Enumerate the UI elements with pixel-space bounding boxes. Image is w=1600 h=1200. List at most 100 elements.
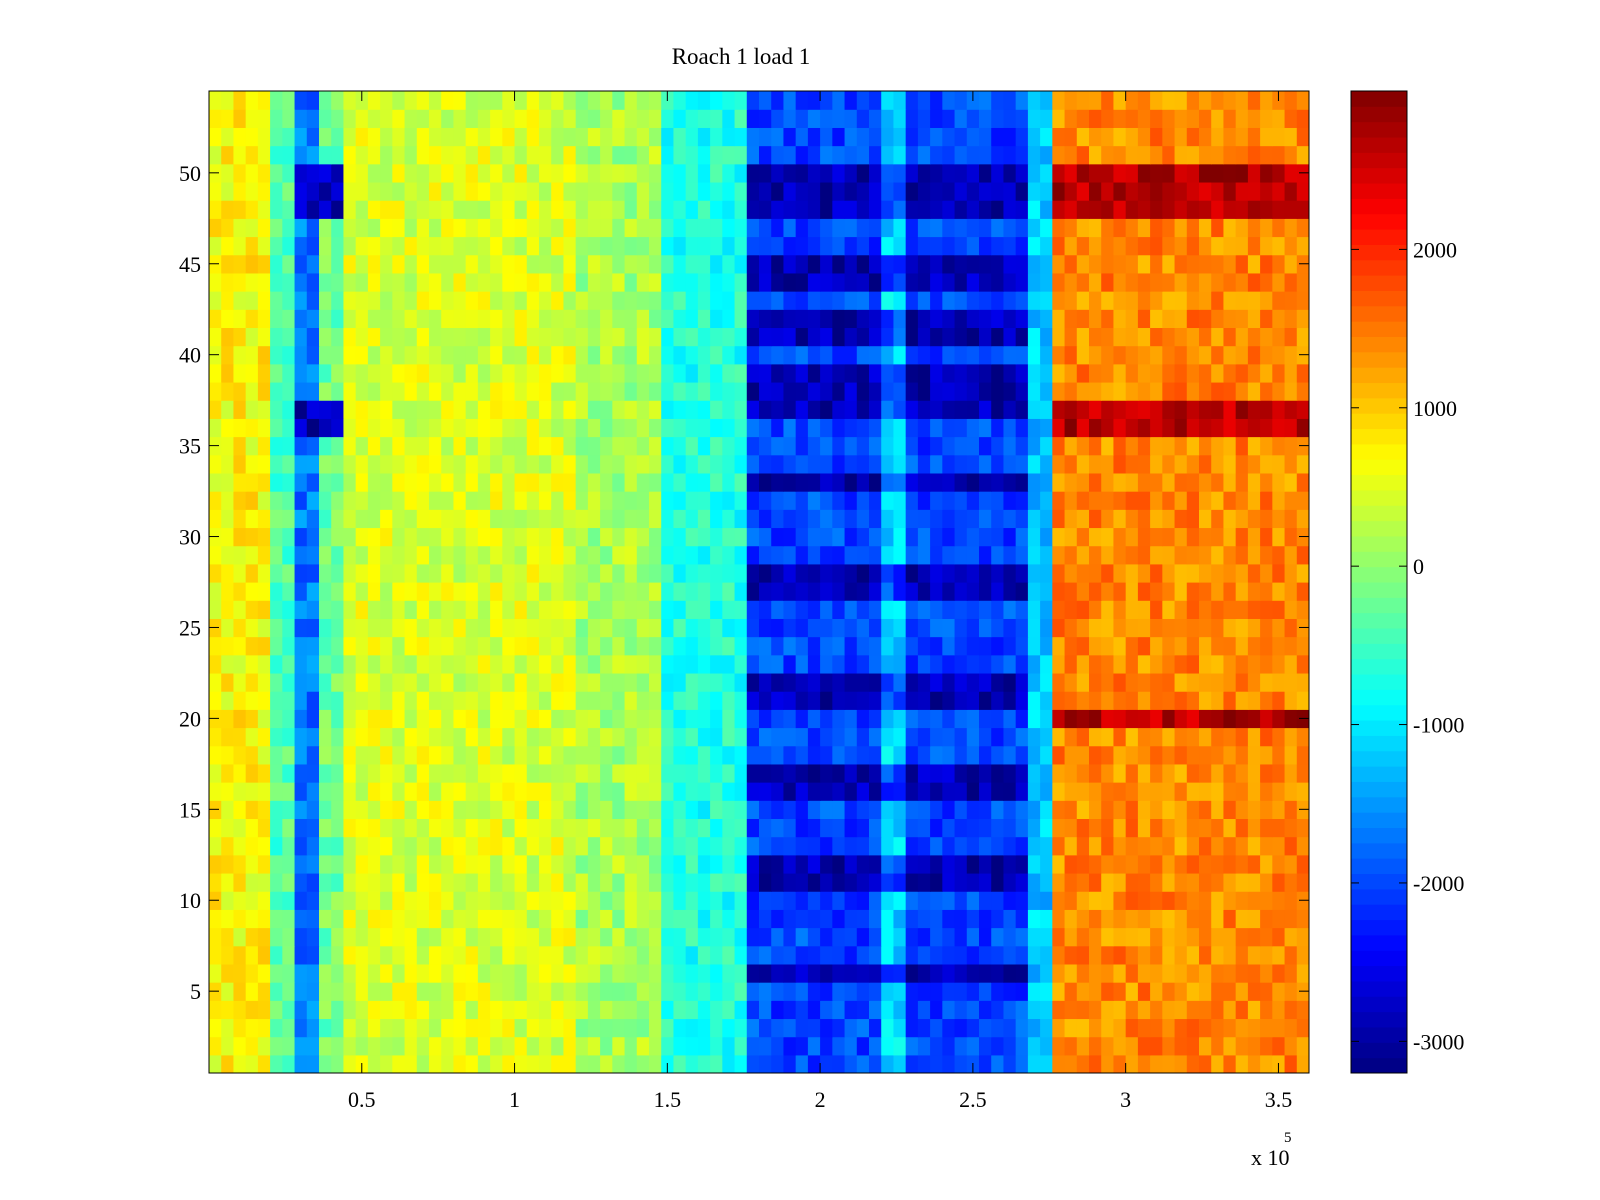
heatmap-cell	[600, 854, 613, 874]
heatmap-cell	[282, 872, 296, 892]
heatmap-cell	[661, 436, 675, 456]
heatmap-cell	[367, 491, 381, 510]
heatmap-cell	[930, 145, 943, 165]
heatmap-cell	[820, 982, 833, 1001]
heatmap-cell	[844, 181, 858, 201]
heatmap-cell	[832, 945, 846, 965]
heatmap-cell	[294, 800, 308, 820]
heatmap-cell	[966, 963, 980, 983]
heatmap-cell	[954, 582, 968, 601]
heatmap-cell	[795, 745, 809, 765]
heatmap-cell	[465, 418, 479, 438]
heatmap-cell	[380, 1018, 393, 1038]
colorbar-step	[1351, 996, 1407, 1013]
heatmap-cell	[1113, 691, 1127, 710]
heatmap-cell	[905, 491, 919, 510]
heatmap-cell	[343, 672, 357, 692]
heatmap-cell	[257, 218, 271, 238]
heatmap-cell	[1186, 363, 1200, 383]
heatmap-cell	[1027, 727, 1041, 747]
heatmap-cell	[1137, 563, 1151, 583]
heatmap-cell	[759, 345, 772, 365]
heatmap-cell	[942, 1000, 956, 1020]
heatmap-cell	[734, 963, 748, 983]
heatmap-cell	[526, 727, 540, 747]
heatmap-cell	[331, 600, 345, 619]
heatmap-cell	[1113, 181, 1127, 201]
heatmap-cell	[209, 745, 222, 765]
heatmap-cell	[1113, 654, 1127, 674]
heatmap-cell	[869, 254, 882, 274]
heatmap-cell	[636, 654, 650, 674]
heatmap-cell	[661, 727, 675, 747]
heatmap-cell	[429, 636, 442, 656]
heatmap-cell	[1174, 691, 1188, 710]
heatmap-cell	[551, 491, 565, 510]
heatmap-cell	[710, 436, 723, 456]
heatmap-cell	[1211, 345, 1225, 365]
heatmap-cell	[575, 709, 589, 729]
x-multiplier: x 10 5	[1251, 1130, 1292, 1170]
heatmap-cell	[966, 709, 980, 729]
heatmap-cell	[905, 545, 919, 565]
heatmap-cell	[367, 218, 381, 238]
heatmap-cell	[1003, 800, 1017, 820]
heatmap-cell	[587, 454, 601, 474]
heatmap-cell	[294, 854, 308, 874]
heatmap-cell	[844, 200, 858, 219]
heatmap-cell	[331, 181, 345, 201]
heatmap-cell	[869, 163, 882, 183]
heatmap-cell	[441, 327, 455, 347]
heatmap-cell	[832, 963, 846, 983]
heatmap-cell	[1296, 945, 1309, 965]
heatmap-cell	[343, 891, 357, 910]
heatmap-cell	[1052, 381, 1066, 401]
heatmap-cell	[746, 381, 760, 401]
heatmap-cell	[856, 927, 870, 947]
heatmap-cell	[477, 727, 491, 747]
heatmap-cell	[465, 272, 479, 292]
heatmap-cell	[331, 636, 345, 656]
heatmap-cell	[1162, 91, 1176, 110]
heatmap-cell	[856, 181, 870, 201]
heatmap-cell	[930, 527, 943, 547]
heatmap-cell	[551, 800, 565, 820]
heatmap-cell	[954, 109, 968, 128]
heatmap-cell	[600, 927, 613, 947]
heatmap-cell	[221, 491, 235, 510]
colorbar-step	[1351, 229, 1407, 245]
heatmap-cell	[844, 91, 858, 110]
heatmap-cell	[1076, 327, 1090, 347]
colorbar-step	[1351, 382, 1407, 399]
heatmap-cell	[1150, 254, 1163, 274]
heatmap-cell	[600, 800, 613, 820]
heatmap-cell	[917, 982, 931, 1001]
heatmap-cell	[1296, 145, 1309, 165]
heatmap-cell	[306, 836, 320, 856]
heatmap-cell	[1296, 181, 1309, 201]
heatmap-cell	[1015, 654, 1029, 674]
heatmap-cell	[954, 381, 968, 401]
heatmap-cell	[221, 109, 235, 128]
heatmap-cell	[1052, 145, 1066, 165]
heatmap-cell	[514, 509, 528, 529]
heatmap-cell	[343, 109, 357, 128]
heatmap-cell	[820, 109, 833, 128]
heatmap-cell	[1125, 291, 1139, 310]
heatmap-cell	[783, 1018, 797, 1038]
heatmap-cell	[209, 582, 222, 601]
heatmap-cell	[759, 563, 772, 583]
heatmap-cell	[1199, 854, 1212, 874]
heatmap-cell	[820, 418, 833, 438]
heatmap-cell	[820, 218, 833, 238]
heatmap-cell	[209, 545, 222, 565]
heatmap-cell	[453, 727, 467, 747]
heatmap-cell	[477, 872, 491, 892]
heatmap-cell	[942, 291, 956, 310]
heatmap-cell	[1272, 472, 1286, 492]
heatmap-cell	[331, 963, 345, 983]
heatmap-cell	[685, 145, 699, 165]
heatmap-cell	[453, 872, 467, 892]
heatmap-cell	[526, 91, 540, 110]
heatmap-cell	[1076, 927, 1090, 947]
